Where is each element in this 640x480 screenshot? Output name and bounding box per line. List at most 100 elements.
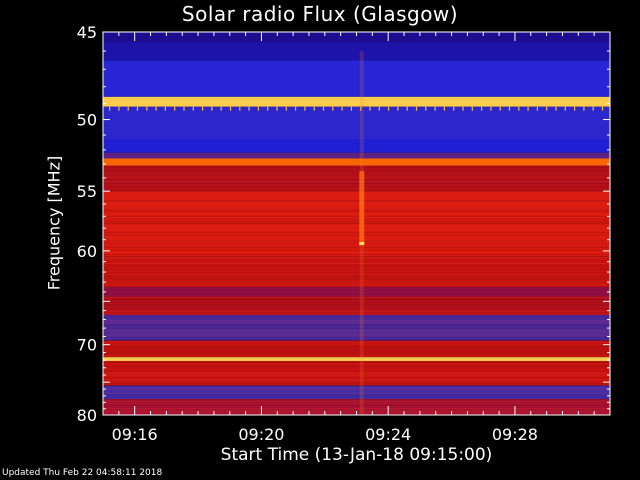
texture-stripe bbox=[103, 280, 610, 282]
frequency-band bbox=[103, 315, 610, 341]
interference-tick bbox=[136, 106, 139, 111]
interference-tick bbox=[332, 106, 334, 111]
frequency-band bbox=[103, 106, 610, 140]
y-axis: 45 50 55 60 70 80 bbox=[77, 23, 610, 425]
texture-stripe bbox=[103, 234, 610, 236]
interference-tick bbox=[183, 106, 185, 111]
texture-stripe bbox=[103, 316, 610, 318]
texture-stripe bbox=[103, 200, 610, 202]
interference-tick bbox=[397, 106, 399, 111]
y-tick-label: 80 bbox=[77, 406, 97, 425]
y-tick-label: 50 bbox=[77, 111, 97, 130]
texture-stripe bbox=[103, 387, 610, 389]
texture-stripe bbox=[103, 373, 610, 375]
y-tick-label: 45 bbox=[77, 23, 97, 42]
texture-stripe bbox=[103, 394, 610, 396]
texture-stripe bbox=[103, 404, 610, 406]
texture-stripe bbox=[103, 355, 610, 357]
texture-stripe bbox=[103, 204, 610, 206]
texture-stripe bbox=[103, 243, 610, 245]
texture-stripe bbox=[103, 269, 610, 271]
texture-stripe bbox=[103, 219, 610, 221]
texture-stripe bbox=[103, 275, 610, 277]
texture-stripe bbox=[103, 209, 610, 211]
texture-stripe bbox=[103, 221, 610, 223]
interference-tick bbox=[202, 106, 204, 111]
texture-stripe bbox=[103, 382, 610, 384]
texture-stripe bbox=[103, 313, 610, 315]
texture-stripe bbox=[103, 336, 610, 338]
interference-tick bbox=[304, 106, 306, 111]
interference-tick bbox=[574, 106, 576, 111]
frequency-band bbox=[103, 152, 610, 159]
texture-stripe bbox=[103, 296, 610, 298]
texture-stripe bbox=[103, 202, 610, 204]
interference-tick bbox=[164, 106, 166, 111]
texture-stripe bbox=[103, 365, 610, 367]
interference-tick bbox=[425, 106, 427, 111]
texture-stripe bbox=[103, 278, 610, 280]
texture-stripe bbox=[103, 344, 610, 346]
interference-tick bbox=[146, 106, 148, 111]
frequency-band bbox=[103, 165, 610, 192]
texture-stripe bbox=[103, 246, 610, 248]
texture-stripe bbox=[103, 377, 610, 379]
texture-stripe bbox=[103, 330, 610, 332]
texture-stripe bbox=[103, 301, 610, 303]
interference-tick bbox=[341, 106, 343, 111]
interference-tick bbox=[313, 106, 315, 111]
texture-stripe bbox=[103, 166, 610, 168]
frequency-band bbox=[103, 357, 610, 362]
interference-tick bbox=[174, 106, 176, 111]
interference-tick bbox=[583, 106, 585, 111]
x-tick-label: 09:24 bbox=[365, 425, 411, 444]
burst-core bbox=[359, 171, 365, 246]
texture-stripe bbox=[103, 298, 610, 300]
burst-peak bbox=[359, 241, 365, 245]
texture-stripe bbox=[103, 322, 610, 324]
texture-stripe bbox=[103, 400, 610, 402]
texture-stripe bbox=[103, 339, 610, 341]
texture-stripe bbox=[103, 216, 610, 218]
texture-stripe bbox=[103, 226, 610, 228]
interference-tick bbox=[267, 106, 269, 111]
texture-stripe bbox=[103, 229, 610, 231]
texture-stripe bbox=[103, 168, 610, 170]
frequency-band bbox=[103, 191, 610, 257]
interference-tick bbox=[592, 106, 594, 111]
y-axis-label: Frequency [MHz] bbox=[44, 155, 64, 291]
y-tick-label: 60 bbox=[77, 242, 97, 261]
texture-stripe bbox=[103, 240, 610, 242]
texture-stripe bbox=[103, 370, 610, 372]
texture-stripe bbox=[103, 392, 610, 394]
interference-tick bbox=[601, 106, 604, 111]
frequency-band bbox=[103, 385, 610, 400]
frequency-band bbox=[103, 96, 610, 107]
texture-stripe bbox=[103, 324, 610, 326]
x-axis-label: Start Time (13-Jan-18 09:15:00) bbox=[220, 445, 493, 465]
interference-tick bbox=[508, 106, 511, 111]
interference-tick bbox=[527, 106, 529, 111]
texture-stripe bbox=[103, 213, 610, 215]
texture-stripe bbox=[103, 273, 610, 275]
texture-stripe bbox=[103, 341, 610, 343]
texture-stripe bbox=[103, 252, 610, 254]
interference-tick bbox=[471, 106, 473, 111]
interference-tick bbox=[350, 106, 352, 111]
texture-stripe bbox=[103, 264, 610, 266]
interference-tick bbox=[462, 106, 464, 111]
texture-stripe bbox=[103, 272, 610, 274]
texture-stripe bbox=[103, 333, 610, 335]
interference-tick bbox=[378, 106, 380, 111]
texture-stripe bbox=[103, 260, 610, 262]
texture-stripe bbox=[103, 351, 610, 353]
interference-tick bbox=[518, 106, 520, 111]
frequency-band bbox=[103, 158, 610, 166]
interference-tick bbox=[415, 106, 418, 111]
texture-stripe bbox=[103, 186, 610, 188]
texture-stripe bbox=[103, 196, 610, 198]
radio-burst bbox=[359, 51, 365, 415]
interference-tick bbox=[229, 106, 232, 111]
texture-stripe bbox=[103, 179, 610, 181]
